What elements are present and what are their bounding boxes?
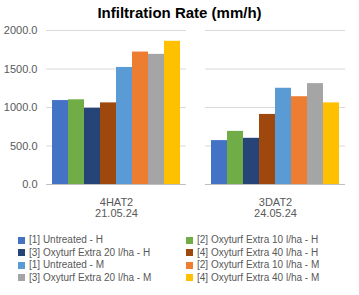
svg-text:2000.0: 2000.0 <box>4 24 38 36</box>
svg-text:4HAT221.05.24: 4HAT221.05.24 <box>95 196 138 219</box>
html-text:[4] Oxyturf Extra 40 l/ha - H: [4] Oxyturf Extra 40 l/ha - H <box>197 246 319 258</box>
html-text:[3] Oxyturf Extra 20 l/ha - M: [3] Oxyturf Extra 20 l/ha - M <box>29 271 152 283</box>
svg-text:500.0: 500.0 <box>10 140 38 152</box>
svg-text:3DAT224.05.24: 3DAT224.05.24 <box>254 196 297 219</box>
html-text:[1] Untreated - H: [1] Untreated - H <box>29 234 103 245</box>
html-text:[1] Untreated - M: [1] Untreated - M <box>29 259 104 270</box>
html-text:[3] Oxyturf Extra 20 l/ha - H: [3] Oxyturf Extra 20 l/ha - H <box>29 246 151 258</box>
svg-text:0.0: 0.0 <box>22 178 37 190</box>
html-text:[2] Oxyturf Extra 10 l/ha - M: [2] Oxyturf Extra 10 l/ha - M <box>197 259 320 270</box>
html-text:Infiltration Rate (mm/h): Infiltration Rate (mm/h) <box>97 4 262 21</box>
html-text:[2] Oxyturf Extra 10 l/ha - H: [2] Oxyturf Extra 10 l/ha - H <box>197 234 319 245</box>
svg-text:1000.0: 1000.0 <box>4 101 38 113</box>
svg-text:1500.0: 1500.0 <box>4 63 38 75</box>
html-text:[4] Oxyturf Extra 40 l/ha - M: [4] Oxyturf Extra 40 l/ha - M <box>197 271 320 283</box>
